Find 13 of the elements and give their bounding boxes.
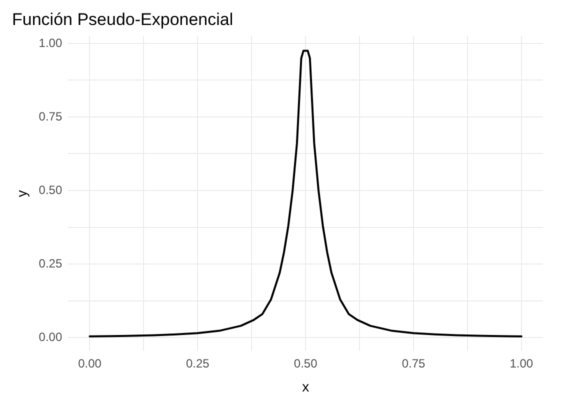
x-tick-label: 1.00 — [510, 356, 534, 370]
y-tick-label: 0.25 — [38, 256, 62, 270]
y-tick-label: 0.75 — [38, 109, 62, 124]
x-axis-title: x — [302, 378, 310, 394]
y-tick-label: 0.00 — [38, 330, 62, 344]
y-tick-label: 1.00 — [38, 36, 62, 50]
chart-title: Función Pseudo-Exponencial — [12, 10, 234, 29]
x-tick-label: 0.25 — [186, 356, 210, 370]
x-tick-label: 0.50 — [294, 356, 318, 370]
x-tick-label: 0.00 — [78, 356, 102, 370]
y-axis-title: y — [13, 190, 30, 198]
x-tick-label: 0.75 — [402, 356, 426, 370]
y-tick-label: 0.50 — [38, 182, 62, 197]
